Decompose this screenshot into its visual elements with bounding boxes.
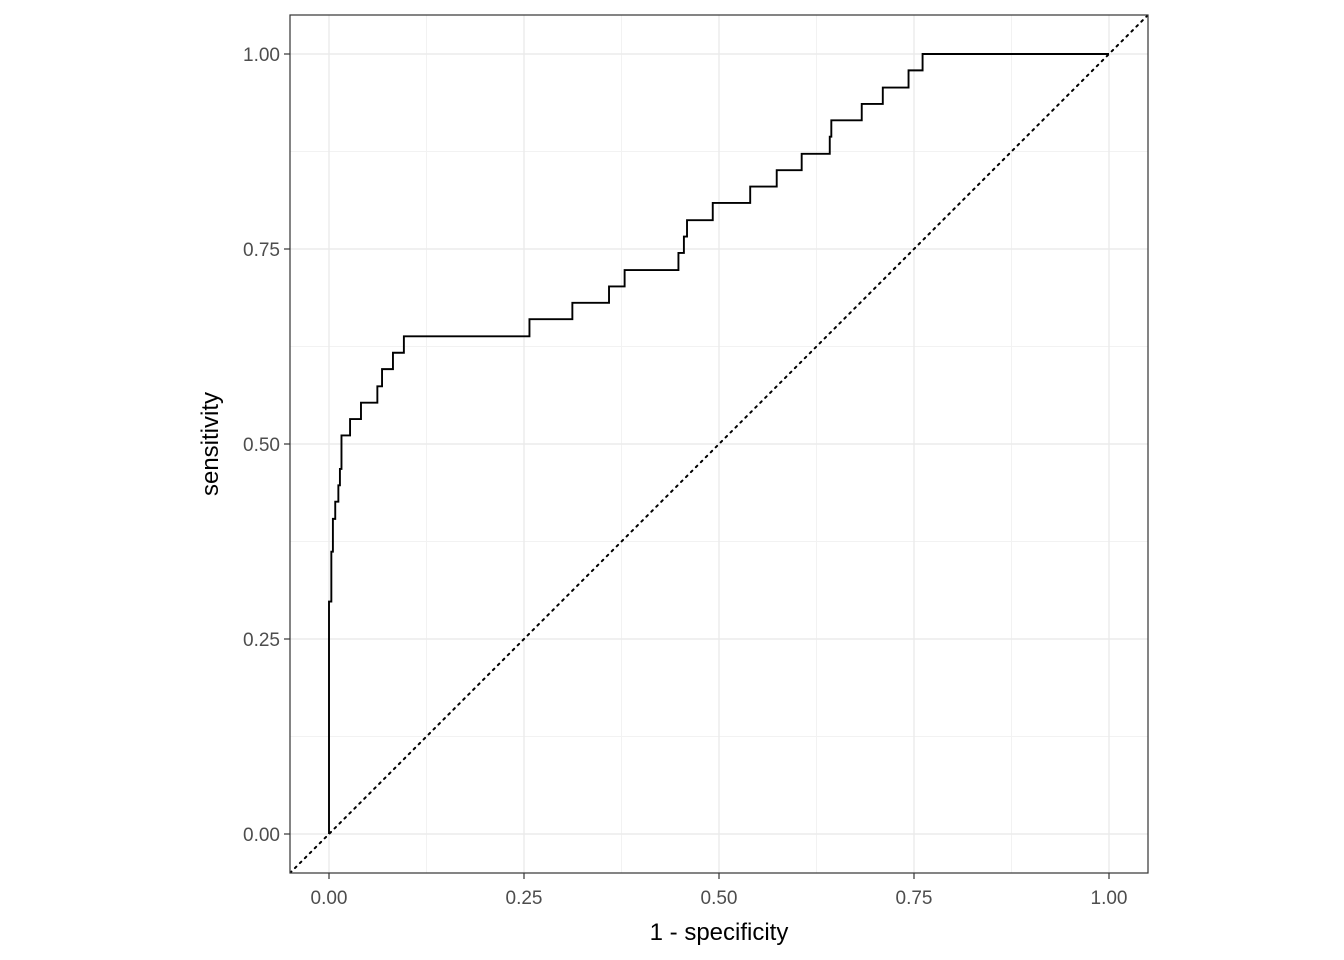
- x-tick-label: 0.25: [506, 888, 543, 909]
- y-tick-label: 0.75: [243, 240, 280, 261]
- y-tick-label: 1.00: [243, 45, 280, 66]
- roc-curve-line: [328, 53, 1109, 834]
- y-tick-label: 0.25: [243, 630, 280, 651]
- x-tick-label: 0.50: [701, 888, 738, 909]
- x-tick-label: 1.00: [1091, 888, 1128, 909]
- y-tick-label: 0.00: [243, 825, 280, 846]
- tick-labels: 0.00 0.25 0.50 0.75 1.00 0.00 0.25 0.50 0.75 1.00: [243, 45, 1127, 909]
- series-layer: [290, 15, 1148, 873]
- y-tick-label: 0.50: [243, 435, 280, 456]
- major-gridlines: [290, 15, 1148, 873]
- axis-ticks: [284, 53, 1110, 879]
- x-tick-label: 0.00: [311, 888, 348, 909]
- x-axis-title: 1 - specificity: [650, 919, 789, 946]
- y-axis-title: sensitivity: [197, 392, 224, 496]
- x-tick-label: 0.75: [896, 888, 933, 909]
- reference-diagonal-line: [290, 15, 1148, 873]
